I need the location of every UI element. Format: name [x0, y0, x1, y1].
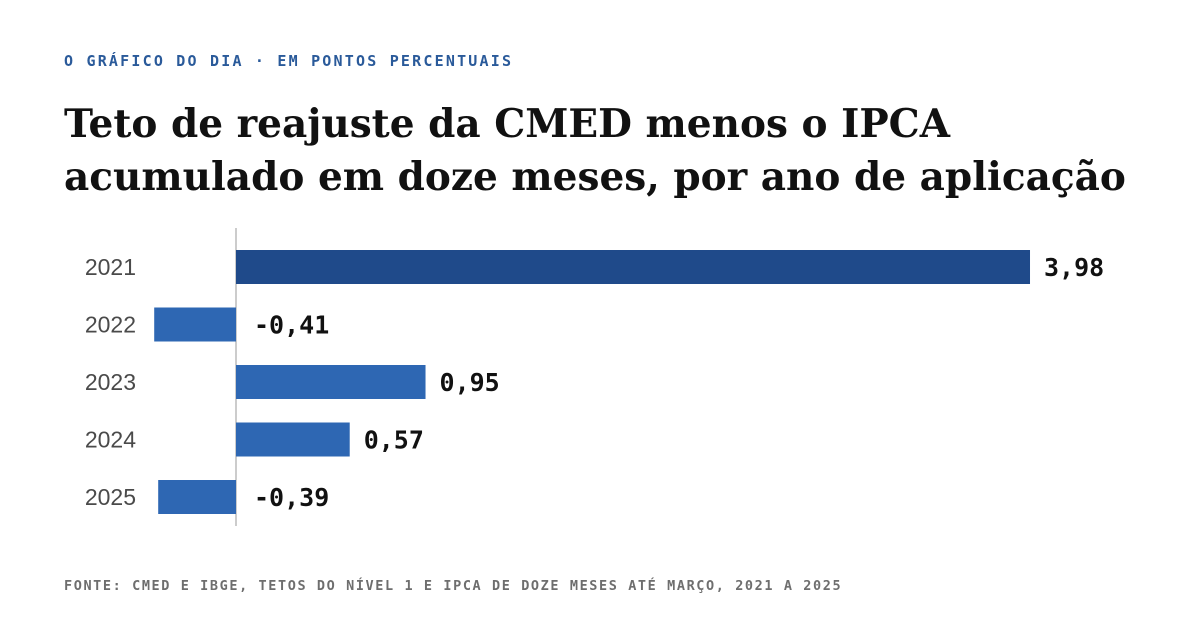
value-label-2023: 0,95: [440, 368, 500, 397]
bar-2023: [236, 365, 426, 399]
bar-2022: [154, 307, 236, 342]
category-label-2024: 2024: [85, 427, 136, 453]
bar-2021: [236, 250, 1031, 284]
chart-kicker: O GRÁFICO DO DIA · EM PONTOS PERCENTUAIS: [64, 52, 514, 70]
bar-chart: 2021 3,98 2022 -0,41 2023 0,95 2024 0,57 2025 -0,…: [85, 228, 1104, 526]
bar-2024: [236, 422, 350, 457]
value-label-2024: 0,57: [364, 426, 424, 455]
value-label-2022: -0,41: [254, 311, 329, 340]
bar-2025: [158, 480, 236, 514]
value-label-2021: 3,98: [1044, 253, 1104, 282]
category-label-2021: 2021: [85, 254, 136, 280]
chart-title: Teto de reajuste da CMED menos o IPCA ac…: [64, 101, 1126, 200]
category-label-2025: 2025: [85, 484, 136, 510]
category-label-2023: 2023: [85, 369, 136, 395]
source-note: FONTE: CMED E IBGE, TETOS DO NÍVEL 1 E I…: [64, 578, 843, 594]
category-label-2022: 2022: [85, 312, 136, 338]
value-label-2025: -0,39: [254, 483, 329, 512]
